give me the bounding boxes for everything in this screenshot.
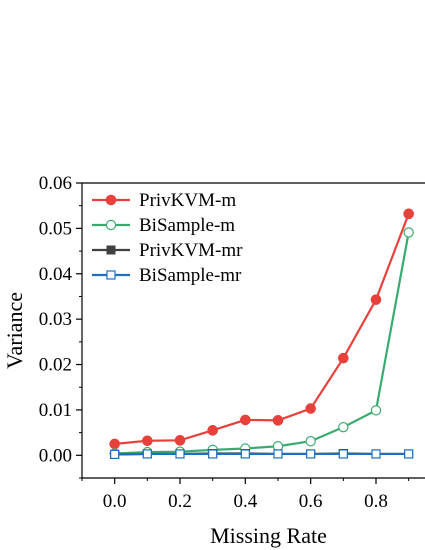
series-BiSample-m bbox=[109, 227, 414, 459]
x-axis-label: Missing Rate bbox=[210, 523, 327, 548]
data-point bbox=[207, 425, 218, 436]
data-point bbox=[305, 436, 316, 447]
legend-swatch-marker bbox=[106, 245, 116, 255]
data-point bbox=[404, 449, 414, 459]
legend-label: BiSample-mr bbox=[139, 265, 242, 286]
series-line bbox=[114, 213, 410, 446]
data-point bbox=[403, 208, 414, 220]
y-tick-label: 0.06 bbox=[39, 173, 72, 194]
series-PrivKVM-m bbox=[109, 208, 414, 450]
legend-item: PrivKVM-m bbox=[92, 190, 236, 211]
y-axis-label: Variance bbox=[2, 292, 27, 369]
x-tick-label: 0.2 bbox=[168, 491, 192, 512]
series-layer bbox=[109, 208, 414, 459]
data-point bbox=[240, 414, 251, 426]
x-tick-label: 0.4 bbox=[233, 491, 257, 512]
legend-item: BiSample-m bbox=[92, 215, 235, 236]
data-point bbox=[175, 449, 185, 459]
data-point bbox=[109, 438, 120, 450]
data-point bbox=[272, 415, 284, 426]
x-axis: 0.0 0.2 0.4 0.6 0.8 bbox=[81, 478, 410, 512]
x-tick-label: 0.0 bbox=[103, 491, 127, 512]
data-point bbox=[370, 294, 382, 305]
data-point bbox=[142, 435, 153, 447]
series-line bbox=[114, 232, 410, 455]
legend-label: PrivKVM-mr bbox=[139, 240, 243, 261]
y-tick-label: 0.01 bbox=[39, 400, 72, 421]
data-point bbox=[306, 449, 316, 459]
data-point bbox=[174, 435, 186, 446]
data-point bbox=[371, 449, 381, 459]
legend-label: PrivKVM-m bbox=[139, 190, 236, 211]
y-tick-label: 0.02 bbox=[39, 355, 72, 376]
data-point bbox=[305, 403, 316, 414]
data-point bbox=[403, 227, 414, 238]
series-BiSample-mr bbox=[110, 449, 414, 459]
legend-item: BiSample-mr bbox=[92, 265, 242, 286]
data-point bbox=[273, 449, 283, 459]
data-point bbox=[142, 449, 152, 459]
y-tick-label: 0.04 bbox=[39, 264, 73, 285]
data-point bbox=[240, 449, 250, 459]
data-point bbox=[338, 421, 349, 433]
legend-swatch-marker bbox=[105, 194, 117, 206]
y-tick-label: 0.05 bbox=[39, 218, 72, 239]
data-point bbox=[208, 449, 218, 459]
y-axis: 0.00 0.01 0.02 0.03 0.04 0.05 0.06 bbox=[39, 173, 82, 479]
y-tick-label: 0.03 bbox=[39, 309, 72, 330]
plot-frame bbox=[81, 182, 425, 479]
data-point bbox=[110, 449, 120, 459]
data-point bbox=[338, 352, 349, 364]
data-point bbox=[370, 405, 382, 416]
legend-label: BiSample-m bbox=[139, 215, 235, 236]
legend: PrivKVM-m BiSample-m PrivKVM-mr BiSample-mr bbox=[92, 190, 243, 286]
y-tick-label: 0.00 bbox=[39, 445, 72, 466]
x-tick-label: 0.8 bbox=[364, 491, 388, 512]
x-tick-label: 0.6 bbox=[299, 491, 323, 512]
legend-swatch-marker bbox=[106, 270, 116, 280]
data-point bbox=[338, 449, 348, 459]
legend-swatch-marker bbox=[105, 219, 117, 231]
legend-item: PrivKVM-mr bbox=[92, 240, 243, 261]
